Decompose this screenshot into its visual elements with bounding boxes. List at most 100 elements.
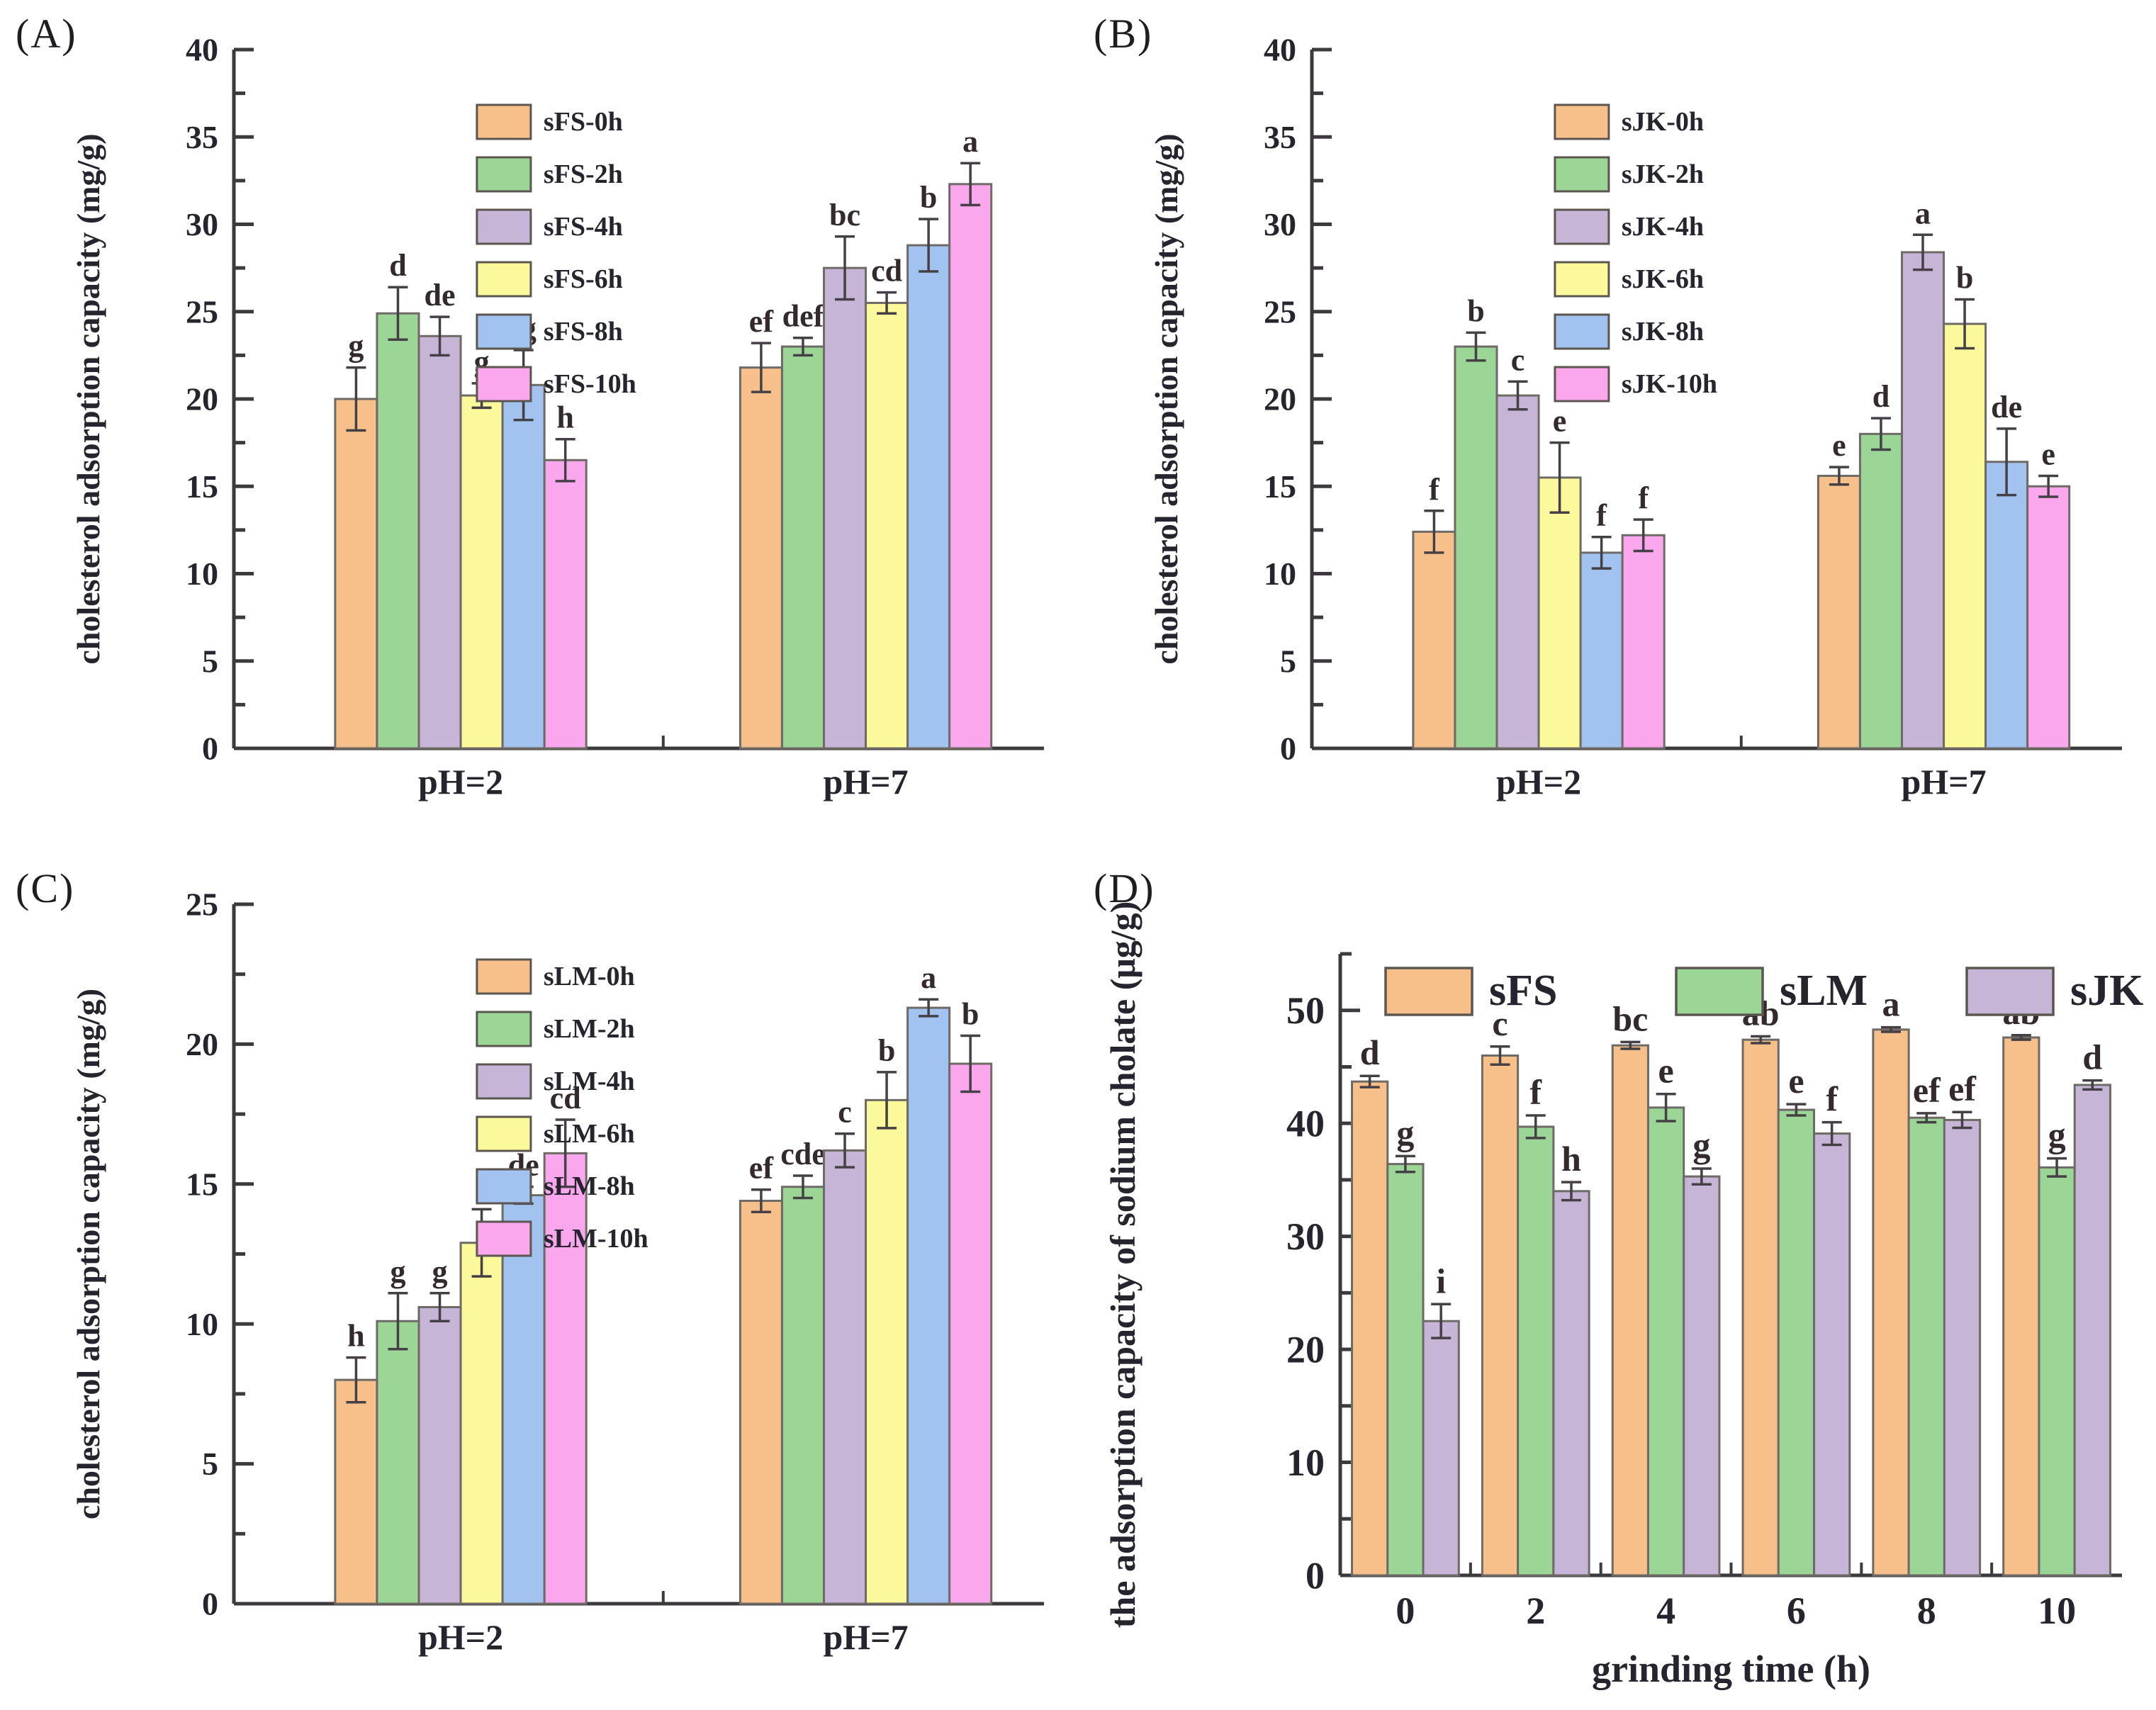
bar	[1495, 394, 1540, 750]
legend-label: sJK-0h	[1622, 107, 1704, 137]
legend-label: sJK-8h	[1622, 317, 1704, 347]
legend-swatch	[1554, 261, 1610, 298]
legend-label: sLM-2h	[544, 1014, 635, 1044]
panel-A: (A) 0 5 10 15 20 25 30 35 40 cholesterol adsorpti…	[0, 0, 1078, 855]
bar	[334, 1378, 378, 1605]
y-tick-label: 20	[186, 381, 218, 417]
bar	[906, 244, 951, 750]
y-axis-label: cholesterol adsorption capacity (mg/g)	[70, 989, 106, 1519]
legend-label: sLM	[1780, 967, 1868, 1015]
significance-letter: c	[1492, 1003, 1507, 1043]
significance-letter: b	[1956, 260, 1973, 295]
bar	[1777, 1108, 1816, 1577]
significance-letter: c	[838, 1095, 852, 1130]
legend-swatch	[476, 156, 532, 193]
panel-B: (B) 0 5 10 15 20 25 30 35 40 cholesterol adsorpti…	[1078, 0, 2156, 855]
legend-label: sLM-0h	[544, 962, 635, 991]
significance-letter: g	[1692, 1125, 1710, 1165]
bar-chart-B: 0 5 10 15 20 25 30 35 40 cholesterol adsorption c…	[1148, 32, 2122, 801]
legend-label: sJK-6h	[1622, 264, 1704, 294]
y-tick-label: 20	[1264, 381, 1296, 417]
bar	[1984, 461, 2029, 750]
y-tick-label: 40	[186, 32, 218, 68]
x-category-label: 8	[1917, 1590, 1936, 1632]
bar	[739, 1199, 783, 1605]
bar-chart-A: 0 5 10 15 20 25 30 35 40 cholesterol adsorption c…	[70, 32, 1044, 801]
legend-label: sFS-10h	[544, 369, 636, 399]
bar	[1481, 1054, 1520, 1577]
bar	[2026, 485, 2071, 750]
bar	[334, 398, 378, 750]
bar	[780, 1186, 825, 1605]
bar	[1683, 1175, 1721, 1577]
legend-swatch	[1554, 366, 1610, 403]
significance-letter: d	[1873, 379, 1890, 414]
bar	[417, 1306, 462, 1605]
significance-letter: cd	[550, 1081, 581, 1115]
bar	[1741, 1038, 1780, 1577]
y-tick-label: 30	[1286, 1215, 1325, 1258]
bar	[543, 459, 588, 750]
significance-letter: b	[1467, 293, 1484, 328]
legend-swatch	[1554, 103, 1610, 140]
significance-letter: a	[962, 124, 978, 159]
legend-swatch	[476, 366, 532, 403]
bar	[1872, 1028, 1910, 1577]
significance-letter: f	[1596, 498, 1607, 533]
bar	[1422, 1320, 1460, 1577]
significance-letter: c	[1511, 342, 1525, 377]
significance-letter: d	[389, 248, 406, 283]
x-category-label: 6	[1787, 1590, 1806, 1632]
bar	[865, 301, 909, 750]
significance-letter: f	[1429, 472, 1440, 507]
significance-letter: e	[1788, 1061, 1804, 1101]
significance-letter: h	[1561, 1139, 1581, 1179]
legend-label: sJK-10h	[1622, 369, 1717, 399]
y-tick-label: 35	[1264, 119, 1296, 155]
x-category-label: pH=7	[1901, 762, 1986, 801]
bar	[2002, 1036, 2040, 1577]
significance-letter: b	[920, 180, 937, 215]
x-category-label: pH=2	[1496, 762, 1581, 801]
x-category-label: pH=7	[823, 762, 908, 801]
y-tick-label: 25	[186, 887, 218, 923]
legend-label: sFS	[1489, 967, 1557, 1015]
bar	[1943, 322, 1987, 750]
bar	[1817, 474, 1861, 750]
legend-label: sJK-2h	[1622, 159, 1704, 189]
x-category-label: pH=2	[418, 762, 503, 801]
legend-swatch	[1675, 967, 1764, 1016]
bar	[1621, 534, 1666, 750]
significance-letter: f	[1826, 1079, 1838, 1119]
legend-label: sJK-4h	[1622, 212, 1704, 242]
bar	[1454, 345, 1498, 750]
significance-letter: cde	[780, 1137, 826, 1171]
bar	[948, 183, 993, 750]
bar	[2073, 1084, 2111, 1577]
significance-letter: bc	[1612, 999, 1648, 1038]
panel-label-A: (A)	[16, 11, 77, 57]
significance-letter: a	[1882, 984, 1900, 1024]
bar	[459, 1242, 504, 1605]
legend-swatch	[1554, 208, 1610, 245]
panel-D: (D) 0 10 20 30 40 50 the adsorption capacity o…	[1078, 855, 2156, 1710]
legend-swatch	[1554, 313, 1610, 350]
bar	[1386, 1163, 1425, 1577]
y-tick-label: 5	[202, 643, 218, 679]
bar	[1351, 1080, 1389, 1577]
bar-chart-C: 0 5 10 15 20 25 cholesterol adsorption capacit…	[70, 887, 1044, 1657]
legend-swatch	[476, 1168, 532, 1205]
bar	[1858, 432, 1903, 750]
legend-label: sFS-8h	[544, 317, 623, 347]
x-axis-label: grinding time (h)	[1592, 1648, 1870, 1690]
y-axis-label: the adsorption capacity of sodium cholat…	[1103, 901, 1142, 1629]
x-category-label: 0	[1396, 1590, 1415, 1632]
significance-letter: d	[1360, 1033, 1380, 1072]
bar	[822, 1149, 868, 1605]
legend-swatch	[476, 208, 532, 245]
y-tick-label: 20	[186, 1026, 218, 1062]
significance-letter: e	[1658, 1051, 1673, 1091]
bar	[865, 1098, 909, 1605]
y-tick-label: 0	[202, 731, 218, 767]
